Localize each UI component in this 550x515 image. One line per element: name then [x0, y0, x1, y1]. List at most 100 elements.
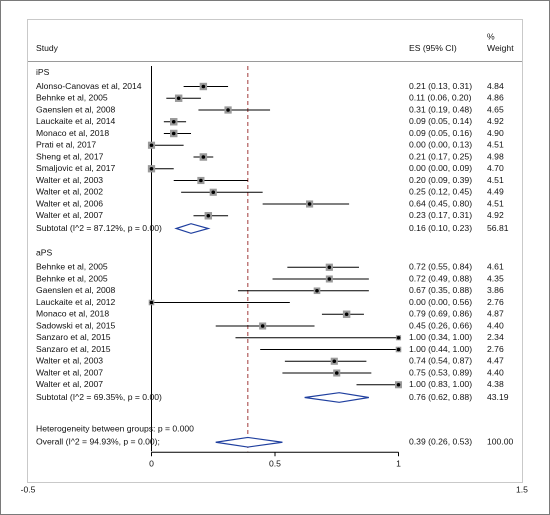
- point-estimate: [199, 178, 203, 183]
- weight-text: 2.34: [487, 332, 504, 342]
- study-label: Monaco et al, 2018: [36, 128, 109, 138]
- weight-text: 4.61: [487, 262, 504, 272]
- study-label: Walter et al, 2006: [36, 198, 103, 208]
- weight-text: 4.38: [487, 379, 504, 389]
- study-label: Behnke et al, 2005: [36, 273, 108, 283]
- point-estimate: [211, 190, 216, 195]
- study-label: Walter et al, 2007: [36, 210, 103, 220]
- subtotal-label: Subtotal (I^2 = 87.12%, p = 0.00): [36, 223, 162, 233]
- study-label: Gaenslen et al, 2008: [36, 104, 116, 114]
- es-text: 0.00 (0.00, 0.09): [409, 163, 472, 173]
- study-label: Behnke et al, 2005: [36, 93, 108, 103]
- point-estimate: [396, 347, 401, 352]
- weight-text: 4.70: [487, 163, 504, 173]
- group-label: iPS: [36, 67, 50, 77]
- weight-text: 4.49: [487, 187, 504, 197]
- plot-content: Study ES (95% CI)% Weight iPS Alonso-Canovas…: [21, 31, 529, 494]
- x-tick-label: 0: [149, 459, 154, 469]
- es-text: 0.09 (0.05, 0.16): [409, 128, 472, 138]
- overall-label: Overall (I^2 = 94.93%, p = 0.00);: [36, 437, 160, 447]
- point-estimate: [149, 143, 154, 148]
- weight-text: 2.76: [487, 297, 504, 307]
- point-estimate: [201, 155, 206, 159]
- x-tick-label: 1.5: [516, 484, 528, 494]
- point-estimate: [344, 312, 349, 317]
- study-label: Gaenslen et al, 2008: [36, 285, 116, 295]
- point-estimate: [396, 382, 401, 387]
- es-text: 0.79 (0.69, 0.86): [409, 309, 472, 319]
- weight-text: 3.86: [487, 285, 504, 295]
- weight-text: 4.47: [487, 356, 504, 366]
- header-study: Study: [36, 43, 59, 53]
- es-text: 0.67 (0.35, 0.88): [409, 285, 472, 295]
- study-label: Prati et al, 2017: [36, 140, 96, 150]
- subtotal-label: Subtotal (I^2 = 69.35%, p = 0.00): [36, 392, 162, 402]
- study-label: Behnke et al, 2005: [36, 262, 108, 272]
- point-estimate: [171, 119, 176, 124]
- weight-text: 4.98: [487, 151, 504, 161]
- point-estimate: [396, 335, 401, 340]
- subtotal-diamond: [174, 223, 211, 234]
- x-tick-label: 1: [396, 459, 401, 469]
- weight-text: 4.51: [487, 140, 504, 150]
- point-estimate: [332, 359, 337, 364]
- es-text: 0.72 (0.49, 0.88): [409, 273, 472, 283]
- study-label: Monaco et al, 2018: [36, 309, 109, 319]
- weight-text: 4.65: [487, 104, 504, 114]
- es-text: 0.09 (0.05, 0.14): [409, 116, 472, 126]
- es-text: 0.45 (0.26, 0.66): [409, 320, 472, 330]
- weight-text: 2.76: [487, 344, 504, 354]
- header-weight-percent: %: [487, 31, 495, 41]
- es-text: 0.21 (0.17, 0.25): [409, 151, 472, 161]
- study-label: Walter et al, 2002: [36, 187, 103, 197]
- point-estimate: [260, 324, 265, 328]
- weight-text: 4.92: [487, 210, 504, 220]
- study-label: Sadowski et al, 2015: [36, 320, 116, 330]
- weight-text: 4.51: [487, 198, 504, 208]
- subtotal-es-text: 0.16 (0.10, 0.23): [409, 223, 472, 233]
- weight-text: 4.51: [487, 175, 504, 185]
- x-tick-label: 0.5: [269, 459, 281, 469]
- point-estimate: [334, 371, 339, 375]
- point-estimate: [226, 108, 230, 112]
- group-label: aPS: [36, 248, 53, 258]
- es-text: 1.00 (0.34, 1.00): [409, 332, 472, 342]
- plot-area: [27, 19, 523, 483]
- study-label: Sanzaro et al, 2015: [36, 344, 111, 354]
- es-text: 0.20 (0.09, 0.39): [409, 175, 472, 185]
- weight-text: 4.92: [487, 116, 504, 126]
- x-tick-label: -0.5: [21, 484, 36, 494]
- study-label: Sanzaro et al, 2015: [36, 332, 111, 342]
- subtotal-es-text: 0.76 (0.62, 0.88): [409, 392, 472, 402]
- study-label: Smaljovic et al, 2017: [36, 163, 116, 173]
- point-estimate: [201, 84, 206, 89]
- study-label: Lauckaite et al, 2014: [36, 116, 116, 126]
- es-text: 0.00 (0.00, 0.56): [409, 297, 472, 307]
- es-text: 0.21 (0.13, 0.31): [409, 81, 472, 91]
- study-label: Sheng et al, 2017: [36, 151, 104, 161]
- es-text: 0.11 (0.06, 0.20): [409, 93, 472, 103]
- weight-text: 4.84: [487, 81, 504, 91]
- point-estimate: [327, 265, 332, 270]
- overall-es-text: 0.39 (0.26, 0.53): [409, 437, 472, 447]
- es-text: 1.00 (0.83, 1.00): [409, 379, 472, 389]
- study-label: Walter et al, 2003: [36, 175, 103, 185]
- subtotal-weight-text: 43.19: [487, 392, 509, 402]
- es-text: 0.25 (0.12, 0.45): [409, 187, 472, 197]
- point-estimate: [149, 166, 154, 171]
- point-estimate: [149, 300, 154, 305]
- es-text: 0.23 (0.17, 0.31): [409, 210, 472, 220]
- es-text: 0.74 (0.54, 0.87): [409, 356, 472, 366]
- weight-text: 4.86: [487, 93, 504, 103]
- header-es: ES (95% CI): [409, 43, 457, 53]
- study-label: Walter et al, 2007: [36, 379, 103, 389]
- point-estimate: [327, 277, 332, 281]
- overall-diamond: [215, 436, 283, 448]
- header-weight: Weight: [487, 43, 514, 53]
- es-text: 0.64 (0.45, 0.80): [409, 198, 472, 208]
- weight-text: 4.40: [487, 367, 504, 377]
- study-label: Lauckaite et al, 2012: [36, 297, 116, 307]
- study-label: Walter et al, 2003: [36, 356, 103, 366]
- point-estimate: [315, 288, 319, 293]
